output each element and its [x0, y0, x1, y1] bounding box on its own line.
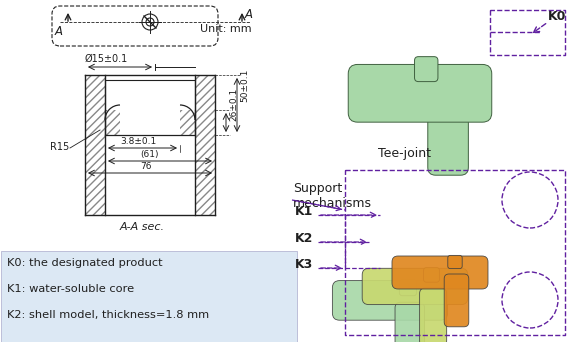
Text: A: A — [55, 25, 63, 38]
Bar — [180, 110, 195, 135]
Text: 26±0.1: 26±0.1 — [229, 88, 238, 121]
FancyBboxPatch shape — [448, 255, 462, 268]
Text: K1: K1 — [295, 205, 314, 218]
Text: K3: K3 — [295, 258, 314, 271]
Text: Support
mechanisms: Support mechanisms — [293, 182, 372, 210]
Bar — [85, 75, 105, 215]
FancyBboxPatch shape — [392, 256, 488, 289]
FancyBboxPatch shape — [428, 89, 469, 175]
FancyBboxPatch shape — [1, 251, 297, 342]
Text: (61): (61) — [140, 150, 158, 159]
FancyBboxPatch shape — [424, 268, 439, 282]
FancyBboxPatch shape — [444, 274, 469, 327]
Text: R15: R15 — [50, 142, 69, 152]
Text: K2: K2 — [295, 232, 314, 245]
FancyBboxPatch shape — [400, 280, 417, 296]
FancyBboxPatch shape — [414, 57, 438, 82]
Text: 50±0.1: 50±0.1 — [240, 69, 249, 102]
Text: 76: 76 — [140, 162, 152, 171]
Text: A: A — [245, 8, 253, 21]
Text: A-A sec.: A-A sec. — [120, 222, 165, 232]
Text: K0: K0 — [548, 10, 567, 23]
FancyBboxPatch shape — [332, 280, 447, 320]
Text: K1: water-soluble core: K1: water-soluble core — [7, 284, 134, 294]
Text: Unit: mm: Unit: mm — [200, 24, 251, 34]
FancyBboxPatch shape — [362, 268, 468, 305]
Text: Ø15±0.1: Ø15±0.1 — [85, 54, 128, 64]
Text: 3.8±0.1: 3.8±0.1 — [120, 137, 156, 146]
Bar — [105, 110, 120, 135]
Text: Tee-joint: Tee-joint — [378, 147, 431, 160]
FancyBboxPatch shape — [395, 302, 425, 342]
Text: K0: the designated product: K0: the designated product — [7, 258, 162, 268]
Text: K2: shell model, thickness=1.8 mm: K2: shell model, thickness=1.8 mm — [7, 310, 209, 320]
Bar — [195, 75, 215, 215]
FancyBboxPatch shape — [420, 288, 447, 342]
FancyBboxPatch shape — [348, 64, 492, 122]
